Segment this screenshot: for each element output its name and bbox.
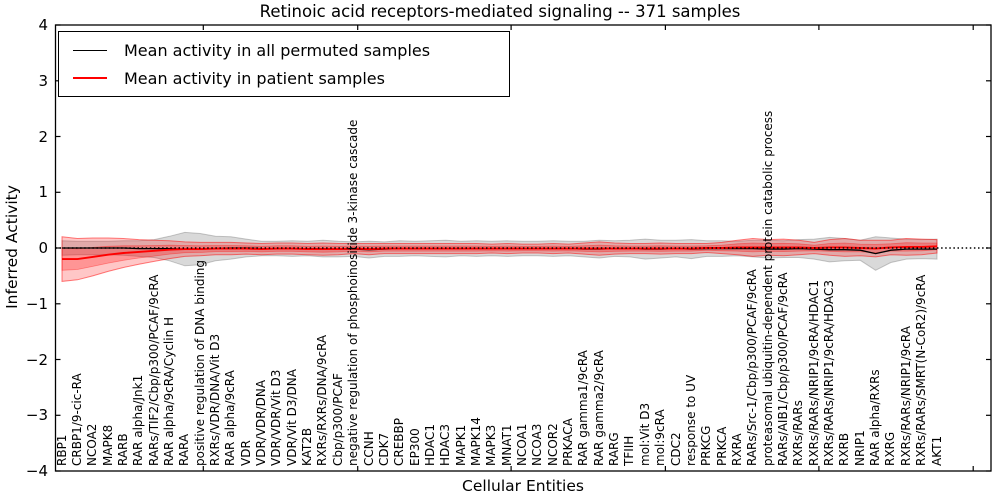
x-category-label: RARA xyxy=(177,433,192,466)
y-tick-label: 0 xyxy=(38,239,48,257)
y-tick-label: 1 xyxy=(38,183,48,202)
x-category-label: NCOA2 xyxy=(85,423,100,466)
x-category-label: RAR alpha/Jnk1 xyxy=(131,374,146,466)
x-category-label: RAR gamma1/9cRA xyxy=(576,350,591,466)
y-tick-label: −3 xyxy=(25,406,48,425)
x-category-label: NCOA1 xyxy=(515,423,530,466)
x-category-label: NRIP1 xyxy=(852,430,867,466)
x-category-label: RXRs/RXRs/DNA/9cRA xyxy=(315,334,330,466)
x-category-label: RXRs/VDR/DNA/Vit D3 xyxy=(208,333,222,466)
x-category-label: HDAC1 xyxy=(422,423,437,466)
y-tick-label: 2 xyxy=(38,127,48,146)
x-category-label: VDR/VDR/DNA xyxy=(254,379,269,466)
x-category-label: RARs/AIB1/Cbp/p300/PCAF/9cRA xyxy=(775,272,790,466)
x-category-label: VDR xyxy=(238,440,253,466)
legend-label-permuted: Mean activity in all permuted samples xyxy=(124,40,431,60)
x-category-label: MAPK1 xyxy=(453,424,468,466)
x-category-label: RAR alpha/RXRs xyxy=(868,369,883,466)
x-category-label: mol:9cRA xyxy=(653,409,668,466)
legend-entry-patient: Mean activity in patient samples xyxy=(73,64,509,92)
y-tick-label: −2 xyxy=(25,350,48,369)
x-category-label: RXRs/RARs/NRIP1/9cRA/HDAC1 xyxy=(806,279,821,466)
x-category-label: RAR gamma2/9cRA xyxy=(591,350,606,466)
x-category-label: positive regulation of DNA binding xyxy=(192,260,207,466)
x-category-label: RXRG xyxy=(883,431,898,466)
permuted-line-sample-icon xyxy=(73,49,107,51)
y-tick-label: −4 xyxy=(25,462,48,480)
legend-label-patient: Mean activity in patient samples xyxy=(124,68,385,88)
x-category-label: mol:Vit D3 xyxy=(637,402,652,466)
x-category-label: PRKCG xyxy=(699,425,714,466)
x-category-label: CRBP1/9-cic-RA xyxy=(69,373,84,466)
x-category-label: CDC2 xyxy=(668,432,683,466)
x-category-label: RXRB xyxy=(837,432,852,466)
x-category-label: PRKACA xyxy=(561,418,576,466)
x-category-label: RARB xyxy=(115,433,130,466)
x-category-label: RXRs/RARs/NRIP1/9cRA xyxy=(898,326,913,466)
x-category-label: VDR/VDR/Vit D3 xyxy=(269,369,284,466)
x-category-label: HDAC3 xyxy=(438,423,453,466)
x-category-label: MAPK14 xyxy=(468,417,483,466)
x-category-label: RAR alpha/9cRA xyxy=(223,370,238,466)
x-category-label: TFIIH xyxy=(622,435,637,466)
x-category-label: MAPK8 xyxy=(100,424,115,466)
x-category-label: RXRs/RARs/NRIP1/9cRA/HDAC3 xyxy=(822,279,837,466)
x-category-label: RXRA xyxy=(729,433,744,466)
x-category-label: MNAT1 xyxy=(499,424,514,466)
y-tick-label: −1 xyxy=(25,294,48,313)
x-category-label: PRKCA xyxy=(714,426,729,466)
x-axis-label: Cellular Entities xyxy=(462,477,584,495)
x-category-label: RARs/Src-1/Cbp/p300/PCAF/9cRA xyxy=(745,269,760,466)
x-category-label: RARs/TIF2/Cbp/p300/PCAF/9cRA xyxy=(146,274,161,466)
x-category-label: NCOR2 xyxy=(545,423,560,466)
legend-entry-permuted: Mean activity in all permuted samples xyxy=(73,36,509,64)
legend: Mean activity in all permuted samples Me… xyxy=(58,31,510,97)
x-category-label: KAT2B xyxy=(300,427,315,466)
x-category-label: EP300 xyxy=(407,428,422,466)
x-category-label: VDR/Vit D3/DNA xyxy=(284,369,299,466)
x-category-label: Cbp/p300/PCAF xyxy=(330,373,345,466)
x-category-label: NCOA3 xyxy=(530,423,545,466)
x-category-label: RXRs/RARs/SMRT(N-CoR2)/9cRA xyxy=(914,274,929,466)
x-category-label: RBP1 xyxy=(54,434,69,466)
x-category-label: RARG xyxy=(607,432,622,466)
x-category-label: response to UV xyxy=(683,374,698,466)
x-category-label: MAPK3 xyxy=(484,424,499,466)
x-category-label: negative regulation of phosphoinositide … xyxy=(346,119,361,466)
x-category-label: RXRs/RARs xyxy=(791,400,806,466)
y-tick-label: 3 xyxy=(38,71,48,90)
x-category-label: AKT1 xyxy=(929,435,944,466)
y-tick-label: 4 xyxy=(38,16,48,34)
x-category-label: RAR alpha/9cRA/Cyclin H xyxy=(161,316,176,466)
chart-title: Retinoic acid receptors-mediated signali… xyxy=(259,2,741,21)
patient-line-sample-icon xyxy=(73,77,107,79)
permuted-std-band xyxy=(61,231,938,271)
x-category-label: CCNH xyxy=(361,431,376,466)
x-category-label: CDK7 xyxy=(376,432,391,466)
x-category-label: proteasomal ubiquitin-dependent protein … xyxy=(760,110,775,466)
x-category-label: CREBBP xyxy=(392,418,407,466)
